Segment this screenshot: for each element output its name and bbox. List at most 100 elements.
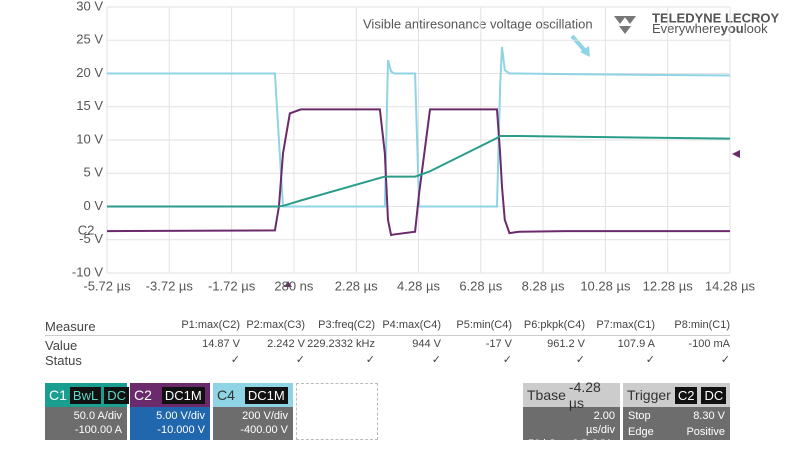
measure-cell: 229.2332 kHz bbox=[307, 338, 375, 350]
x-tick-label: 14.28 µs bbox=[705, 278, 756, 293]
measure-cell: P3:freq(C2) bbox=[318, 319, 375, 331]
measure-label: Measure bbox=[45, 319, 96, 334]
measure-cell: ✓ bbox=[365, 354, 375, 366]
channel-tag: DC1M bbox=[244, 386, 288, 404]
x-tick-label: -5.72 µs bbox=[83, 278, 131, 293]
x-tick-label: 8.28 µs bbox=[522, 278, 565, 293]
measure-cell: 14.87 V bbox=[202, 338, 240, 350]
measure-cell: P8:min(C1) bbox=[674, 319, 730, 331]
trigger-mode: Stop bbox=[628, 410, 651, 422]
arrow-head bbox=[580, 46, 590, 57]
measure-cell: P7:max(C1) bbox=[596, 319, 655, 331]
measure-cell: ✓ bbox=[502, 354, 512, 366]
x-tick-label: 280 ns bbox=[274, 278, 314, 293]
channel-marker: C2 bbox=[78, 223, 95, 238]
x-tick-label: 2.28 µs bbox=[335, 278, 378, 293]
y-tick-label: 30 V bbox=[76, 0, 103, 13]
measure-cell: ✓ bbox=[431, 354, 441, 366]
trigger-body: Stop 8.30 V Edge Positive bbox=[623, 407, 730, 440]
grid bbox=[106, 6, 731, 274]
logo-icon bbox=[614, 16, 636, 34]
channel-box: C4 DC1M 200 V/div -400.00 V bbox=[213, 383, 293, 440]
waveform bbox=[106, 108, 730, 237]
channel-name: C2 bbox=[134, 387, 152, 403]
channel-box: C2 DC1M 5.00 V/div -10.000 V bbox=[130, 383, 210, 440]
waveform bbox=[107, 135, 731, 208]
timebase-label: Tbase bbox=[527, 387, 566, 403]
channel-offset: -100.00 A bbox=[74, 424, 122, 436]
measure-cell: P5:min(C4) bbox=[456, 319, 512, 331]
y-tick-label: -5 V bbox=[79, 231, 103, 246]
trigger-tag: C2 bbox=[674, 386, 698, 404]
timebase-rate: 2.5 GS/s bbox=[572, 438, 615, 450]
empty-slot bbox=[296, 383, 378, 440]
channel-body: 5.00 V/div -10.000 V bbox=[130, 407, 210, 440]
measure-cell: 107.9 A bbox=[617, 338, 655, 350]
tagline-part: Everywhere bbox=[652, 21, 721, 36]
trigger-label: Trigger bbox=[627, 387, 671, 403]
timebase-box: Tbase -4.28 µs 2.00 µs/div 50 kS 2.5 GS/s bbox=[523, 379, 620, 450]
measure-cell: ✓ bbox=[230, 354, 240, 366]
timebase-body: 2.00 µs/div 50 kS 2.5 GS/s bbox=[523, 407, 620, 450]
measure-label: Value bbox=[45, 338, 78, 353]
measure-cell: ✓ bbox=[720, 354, 730, 366]
chart: Visible antiresonance voltage oscillatio… bbox=[72, 0, 780, 293]
y-tick-label: 15 V bbox=[76, 98, 103, 113]
channel-offset: -400.00 V bbox=[240, 424, 288, 436]
timebase-delay: -4.28 µs bbox=[568, 379, 601, 411]
timebase-points: 50 kS bbox=[528, 438, 557, 450]
channel-tag: DC1M bbox=[161, 386, 205, 404]
x-tick-label: 10.28 µs bbox=[580, 278, 631, 293]
measure-cell: -100 mA bbox=[688, 338, 730, 350]
trigger-slope: Positive bbox=[686, 425, 725, 438]
timebase-scale: 2.00 µs/div bbox=[586, 410, 615, 436]
measure-cell: ✓ bbox=[295, 354, 305, 366]
channel-box: C1 BwL DC 50.0 A/div -100.00 A bbox=[45, 383, 129, 440]
trigger-position-marker bbox=[284, 281, 292, 287]
trigger-header: Trigger C2 DC bbox=[623, 383, 730, 407]
channel-name: C1 bbox=[49, 387, 67, 403]
measure-cell: P6:pkpk(C4) bbox=[523, 319, 585, 331]
y-tick-label: 20 V bbox=[76, 65, 103, 80]
logo-brand: TELEDYNE LECROY bbox=[652, 10, 779, 25]
trigger-type: Edge bbox=[628, 425, 654, 438]
tagline-part: you bbox=[721, 21, 744, 36]
channel-name: C4 bbox=[217, 387, 235, 403]
trigger-tag: DC bbox=[701, 386, 727, 404]
measure-cell: ✓ bbox=[575, 354, 585, 366]
y-tick-label: 5 V bbox=[83, 165, 103, 180]
trigger-box: Trigger C2 DC Stop 8.30 V Edge Positive bbox=[623, 383, 730, 440]
channel-header: C4 DC1M bbox=[213, 383, 293, 407]
y-tick-label: 25 V bbox=[76, 32, 103, 47]
x-tick-label: 6.28 µs bbox=[459, 278, 502, 293]
waveform bbox=[107, 46, 731, 208]
measure-cell: ✓ bbox=[645, 354, 655, 366]
logo-tagline: Everywhereyoulook bbox=[652, 21, 768, 36]
channel-tag: DC bbox=[104, 386, 129, 404]
timebase-header: Tbase -4.28 µs bbox=[523, 379, 620, 411]
measure-cell: P1:max(C2) bbox=[181, 319, 240, 331]
y-tick-label: 10 V bbox=[76, 131, 103, 146]
channel-body: 200 V/div -400.00 V bbox=[213, 407, 293, 440]
channel-body: 50.0 A/div -100.00 A bbox=[45, 407, 127, 440]
x-tick-label: -1.72 µs bbox=[208, 278, 256, 293]
measure-cell: -17 V bbox=[485, 338, 512, 350]
channel-header: C2 DC1M bbox=[130, 383, 210, 407]
channel-scale: 200 V/div bbox=[242, 410, 288, 422]
channel-tag: BwL bbox=[69, 386, 102, 404]
x-tick-label: 4.28 µs bbox=[397, 278, 440, 293]
arrow bbox=[570, 34, 588, 54]
measure-cell: 944 V bbox=[412, 338, 441, 350]
trigger-level-marker bbox=[732, 150, 740, 158]
x-tick-label: 12.28 µs bbox=[643, 278, 694, 293]
channel-header: C1 BwL DC bbox=[45, 383, 129, 407]
measure-cell: P2:max(C3) bbox=[246, 319, 305, 331]
channel-offset: -10.000 V bbox=[157, 424, 205, 436]
measure-cell: P4:max(C4) bbox=[382, 319, 441, 331]
y-tick-label: -10 V bbox=[72, 264, 103, 279]
measure-cell: 2.242 V bbox=[267, 338, 305, 350]
y-tick-label: 0 V bbox=[83, 198, 103, 213]
table-rule bbox=[45, 335, 730, 336]
annotation: Visible antiresonance voltage oscillatio… bbox=[363, 16, 593, 31]
